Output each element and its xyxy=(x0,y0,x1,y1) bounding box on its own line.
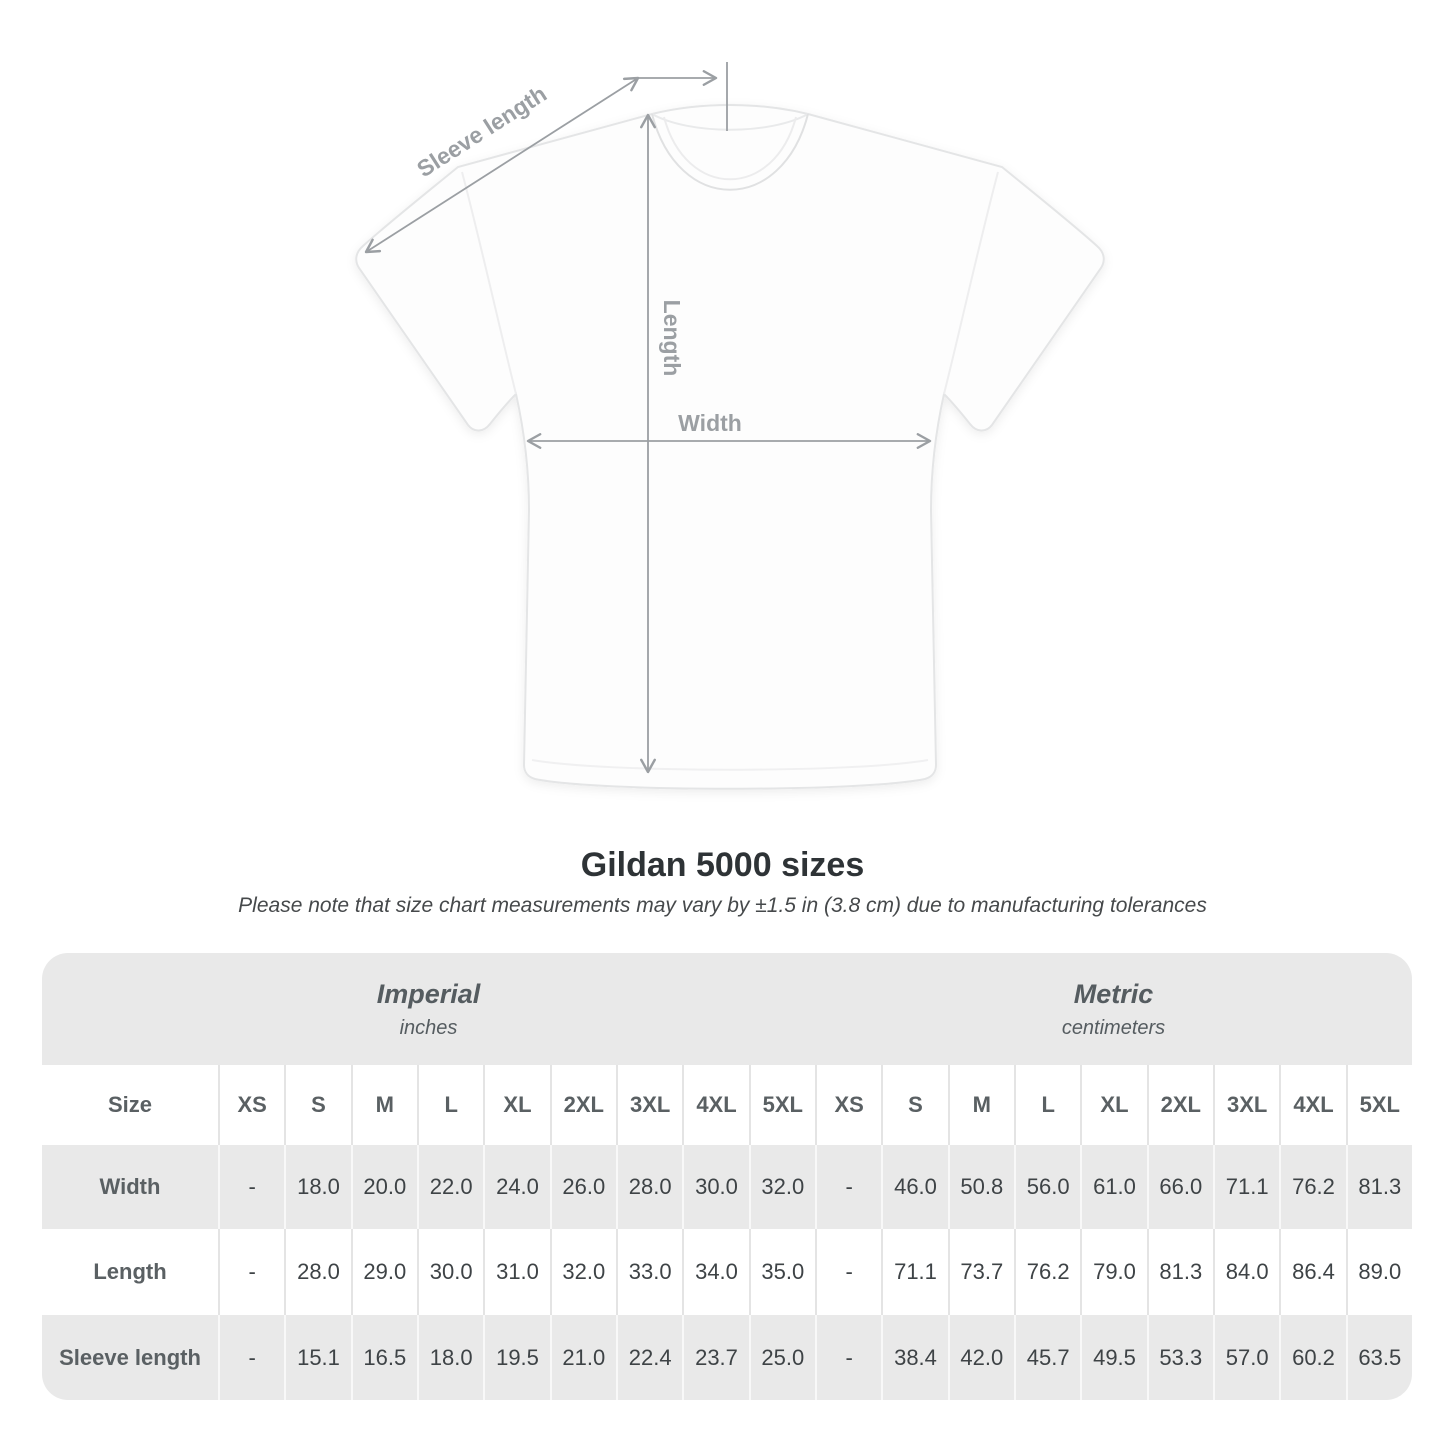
table-cell: 16.5 xyxy=(350,1315,417,1400)
column-header-metric-5xl: 5XL xyxy=(1345,1065,1412,1145)
table-cell: - xyxy=(815,1229,882,1315)
unit-group-unit: inches xyxy=(399,1016,458,1039)
table-cell: 79.0 xyxy=(1080,1229,1147,1315)
table-cell: 76.2 xyxy=(1279,1145,1346,1229)
table-cell: 81.3 xyxy=(1345,1145,1412,1229)
column-header-metric-s: S xyxy=(881,1065,948,1145)
table-cell: 30.0 xyxy=(417,1229,484,1315)
table-cell: 22.0 xyxy=(417,1145,484,1229)
column-header-size: Size xyxy=(42,1065,218,1145)
table-cell: 35.0 xyxy=(748,1229,815,1315)
column-header-metric-xs: XS xyxy=(815,1065,882,1145)
table-cell: 18.0 xyxy=(417,1315,484,1400)
table-cell: 61.0 xyxy=(1080,1145,1147,1229)
column-header-imperial-4xl: 4XL xyxy=(682,1065,749,1145)
row-label: Width xyxy=(42,1145,218,1229)
table-cell: 46.0 xyxy=(881,1145,948,1229)
table-cell: - xyxy=(218,1145,285,1229)
column-header-metric-4xl: 4XL xyxy=(1279,1065,1346,1145)
column-header-imperial-5xl: 5XL xyxy=(748,1065,815,1145)
collar-back-seam xyxy=(651,113,809,131)
column-header-imperial-xs: XS xyxy=(218,1065,285,1145)
column-header-imperial-s: S xyxy=(284,1065,351,1145)
row-label: Length xyxy=(42,1229,218,1315)
unit-group-metric: Metric centimeters xyxy=(815,953,1412,1065)
table-cell: 73.7 xyxy=(947,1229,1014,1315)
page-title: Gildan 5000 sizes xyxy=(580,846,865,884)
unit-group-name: Metric xyxy=(1073,978,1154,1009)
row-label: Sleeve length xyxy=(42,1315,218,1400)
column-header-imperial-xl: XL xyxy=(483,1065,550,1145)
right-sleeve-seam xyxy=(943,171,999,395)
table-cell: 42.0 xyxy=(947,1315,1014,1400)
table-cell: 15.1 xyxy=(284,1315,351,1400)
table-cell: 25.0 xyxy=(748,1315,815,1400)
column-header-imperial-2xl: 2XL xyxy=(549,1065,616,1145)
width-label: Width xyxy=(678,410,742,436)
table-cell: 89.0 xyxy=(1345,1229,1412,1315)
table-cell: 31.0 xyxy=(483,1229,550,1315)
table-cell: 33.0 xyxy=(616,1229,683,1315)
table-cell: - xyxy=(218,1229,285,1315)
sleeve-length-arrow xyxy=(364,76,640,254)
table-cell: 53.3 xyxy=(1146,1315,1213,1400)
table-cell: - xyxy=(218,1315,285,1400)
table-cell: 38.4 xyxy=(881,1315,948,1400)
tolerance-note: Please note that size chart measurements… xyxy=(238,894,1207,917)
table-cell: 71.1 xyxy=(881,1229,948,1315)
table-cell: - xyxy=(815,1315,882,1400)
column-header-metric-m: M xyxy=(947,1065,1014,1145)
table-cell: 60.2 xyxy=(1279,1315,1346,1400)
table-cell: 20.0 xyxy=(350,1145,417,1229)
column-header-metric-xl: XL xyxy=(1080,1065,1147,1145)
table-cell: 21.0 xyxy=(549,1315,616,1400)
collar-outer-seam xyxy=(651,113,809,191)
table-cell: - xyxy=(815,1145,882,1229)
collar-inner-seam xyxy=(663,116,797,181)
column-header-imperial-3xl: 3XL xyxy=(616,1065,683,1145)
column-header-imperial-m: M xyxy=(350,1065,417,1145)
table-cell: 34.0 xyxy=(682,1229,749,1315)
table-cell: 66.0 xyxy=(1146,1145,1213,1229)
tshirt-diagram: Sleeve length Length Width xyxy=(355,62,1105,790)
table-cell: 86.4 xyxy=(1279,1229,1346,1315)
table-cell: 22.4 xyxy=(616,1315,683,1400)
unit-group-name: Imperial xyxy=(376,978,481,1009)
table-cell: 50.8 xyxy=(947,1145,1014,1229)
table-cell: 28.0 xyxy=(284,1229,351,1315)
hem-seam xyxy=(531,759,929,771)
table-cell: 18.0 xyxy=(284,1145,351,1229)
column-header-metric-3xl: 3XL xyxy=(1213,1065,1280,1145)
table-cell: 24.0 xyxy=(483,1145,550,1229)
table-cell: 57.0 xyxy=(1213,1315,1280,1400)
table-cell: 76.2 xyxy=(1014,1229,1081,1315)
table-cell: 19.5 xyxy=(483,1315,550,1400)
size-table: Imperial inches Metric centimeters Size X… xyxy=(42,953,1412,1400)
column-header-metric-2xl: 2XL xyxy=(1146,1065,1213,1145)
table-cell: 32.0 xyxy=(748,1145,815,1229)
table-cell: 49.5 xyxy=(1080,1315,1147,1400)
table-cell: 23.7 xyxy=(682,1315,749,1400)
column-header-metric-l: L xyxy=(1014,1065,1081,1145)
table-cell: 26.0 xyxy=(549,1145,616,1229)
column-header-imperial-l: L xyxy=(417,1065,484,1145)
table-cell: 45.7 xyxy=(1014,1315,1081,1400)
unit-group-imperial: Imperial inches xyxy=(42,953,815,1065)
table-cell: 71.1 xyxy=(1213,1145,1280,1229)
table-cell: 32.0 xyxy=(549,1229,616,1315)
table-cell: 30.0 xyxy=(682,1145,749,1229)
tshirt-image xyxy=(355,104,1105,790)
table-cell: 29.0 xyxy=(350,1229,417,1315)
length-label: Length xyxy=(659,300,685,377)
table-cell: 84.0 xyxy=(1213,1229,1280,1315)
table-cell: 28.0 xyxy=(616,1145,683,1229)
table-cell: 63.5 xyxy=(1345,1315,1412,1400)
table-cell: 81.3 xyxy=(1146,1229,1213,1315)
table-cell: 56.0 xyxy=(1014,1145,1081,1229)
unit-group-unit: centimeters xyxy=(1061,1016,1166,1039)
